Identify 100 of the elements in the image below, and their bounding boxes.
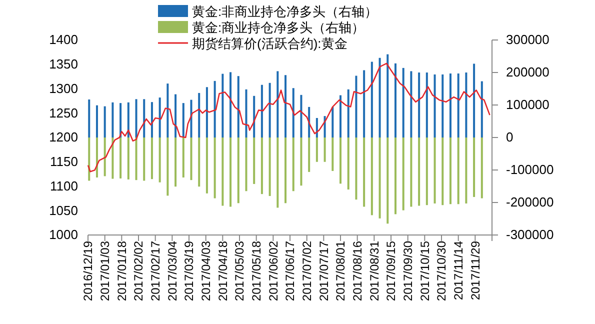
bar [300,94,302,138]
bar [230,138,232,207]
bar [340,138,342,184]
y2-tick-label: 200000 [506,64,550,80]
bar [363,70,366,138]
y-tick-label: 1000 [49,227,78,242]
x-tick-label: 2017/06/17 [283,240,298,302]
bar [260,138,263,194]
bar [394,63,396,138]
bar [120,103,122,138]
bar [104,138,106,176]
bar [284,138,287,204]
x-tick-label: 2017/11/29 [468,240,482,300]
line-series [87,62,490,172]
y-tick-label: 1150 [50,154,78,170]
bar [190,138,192,180]
x-tick-label: 2016/12/19 [81,240,96,302]
bar [253,138,256,184]
x-tick-label: 2017/09/15 [384,240,398,302]
y-tick-label: 1400 [49,32,78,48]
bar [332,106,334,138]
y-tick-label: 1300 [49,80,78,96]
bar [442,138,444,206]
bar [158,138,161,182]
x-tick-label: 2017/04/03 [199,240,214,302]
bar [465,72,468,138]
x-tick-label: 2017/05/18 [250,240,264,302]
bar [370,62,373,138]
bar [143,138,146,181]
bar [276,71,279,138]
y-tick-label: 1100 [50,178,78,194]
x-tick-label: 2017/03/19 [182,240,196,302]
bar [410,71,412,138]
y-tick-label: 1200 [49,130,78,145]
bar [418,138,420,206]
bar [214,80,216,138]
bar [143,99,146,138]
bar [473,138,476,197]
bar [198,138,200,187]
bar [96,105,98,138]
bar [268,82,271,138]
y2-tick-label: 100000 [506,97,550,112]
bar [206,87,208,138]
x-tick-label: 2017/07/17 [316,240,331,302]
legend-label: 期货结算价(活跃合约):黄金 [192,36,348,51]
bar [316,118,318,138]
bar [355,76,358,138]
x-tick-label: 2017/09/30 [401,240,416,302]
x-tick-label: 2017/06/02 [266,240,280,302]
x-tick-label: 2017/02/02 [132,240,146,302]
bar [222,74,224,138]
bar [276,138,279,208]
x-tick-label: 2017/04/18 [216,240,230,302]
bar [174,138,177,187]
bar [426,72,428,138]
bar [127,138,130,180]
bar [268,138,271,196]
bar [457,73,460,138]
bar [480,138,483,198]
bar [222,138,224,206]
bar [347,89,350,138]
y-tick-label: 1350 [49,56,78,72]
bar [135,99,138,138]
bar [245,138,248,192]
x-tick-label: 2017/01/03 [98,240,112,302]
y-tick-label: 1050 [49,202,78,218]
x-tick-label: 2017/11/14 [452,240,466,300]
x-tick-label: 2017/02/17 [148,240,163,302]
bar [480,81,483,138]
bar [182,103,184,138]
bar [253,96,256,138]
x-tick-label: 2017/01/18 [114,240,129,302]
x-tick-label: 2017/07/02 [300,240,314,302]
bar [120,138,122,178]
x-tick-label: 2017/10/30 [434,240,449,302]
bar [88,138,90,181]
bar [465,138,468,204]
bar [442,74,444,138]
bar [370,138,373,216]
y-tick-label: 1250 [49,105,78,120]
bar [135,138,138,180]
bar [332,138,334,171]
bar [284,75,287,138]
bar [104,106,106,138]
bar [88,99,90,138]
bar [386,54,389,138]
bar [363,138,366,207]
x-tick-label: 2017/10/15 [418,240,432,302]
bar [245,89,248,138]
bar [434,138,436,204]
y2-tick-label: 300000 [506,32,550,48]
x-tick-label: 2017/05/03 [232,240,247,302]
bar [300,138,302,186]
bar [418,72,420,138]
bar [96,138,98,178]
bar [449,138,452,204]
bar [127,102,130,138]
bar [394,138,396,214]
bar [150,138,153,180]
bar [340,95,342,138]
